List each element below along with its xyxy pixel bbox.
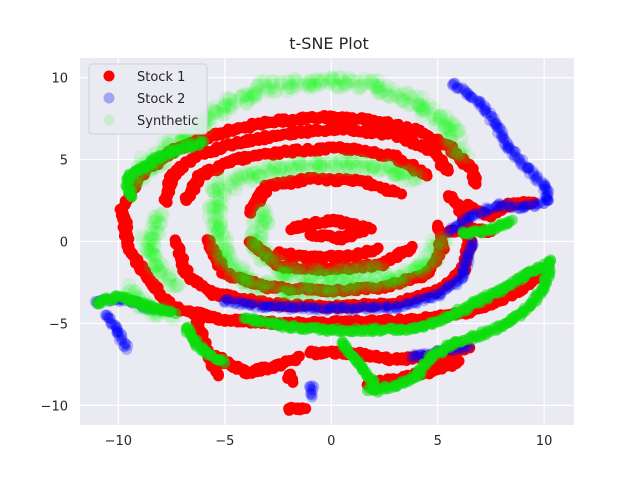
- y-tick-label: 10: [51, 72, 68, 87]
- x-tick-label: 0: [327, 434, 335, 449]
- chart-title: t-SNE Plot: [289, 34, 369, 53]
- legend-label: Stock 1: [137, 70, 185, 85]
- data-point: [306, 389, 318, 401]
- data-point: [503, 215, 515, 227]
- legend-marker: [103, 70, 115, 82]
- data-point: [168, 278, 184, 294]
- data-point: [369, 383, 381, 395]
- data-point: [367, 259, 383, 275]
- data-point: [442, 162, 454, 174]
- legend-marker: [103, 114, 115, 126]
- data-point: [443, 192, 455, 204]
- data-point: [460, 148, 476, 164]
- data-point: [292, 351, 304, 363]
- data-point: [450, 358, 462, 370]
- data-point: [119, 341, 131, 353]
- data-point: [164, 306, 176, 318]
- x-tick-label: −10: [105, 434, 132, 449]
- scatter-points: [89, 70, 557, 416]
- data-point: [432, 221, 444, 233]
- x-tick-label: 5: [434, 434, 442, 449]
- y-tick-label: −5: [49, 317, 68, 332]
- x-tick-label: −5: [215, 434, 234, 449]
- data-point: [430, 233, 446, 249]
- data-point: [194, 136, 206, 148]
- legend: Stock 1 Stock 2 Synthetic: [88, 63, 208, 135]
- series-stock-1: [114, 109, 546, 416]
- y-tick-label: 0: [60, 236, 68, 251]
- data-point: [390, 186, 402, 198]
- data-point: [217, 353, 229, 365]
- legend-label: Synthetic: [137, 114, 198, 129]
- data-point: [286, 374, 298, 386]
- data-point: [370, 244, 382, 256]
- y-tick-label: −10: [41, 399, 68, 414]
- legend-label: Stock 2: [137, 92, 185, 107]
- data-point: [307, 230, 319, 242]
- x-tick-label: 10: [536, 434, 553, 449]
- data-point: [405, 244, 417, 256]
- data-point: [419, 168, 431, 180]
- data-point: [402, 172, 418, 188]
- data-point: [296, 402, 308, 414]
- y-tick-label: 5: [60, 154, 68, 169]
- legend-marker: [103, 92, 115, 104]
- data-point: [470, 174, 482, 186]
- data-point: [210, 366, 222, 378]
